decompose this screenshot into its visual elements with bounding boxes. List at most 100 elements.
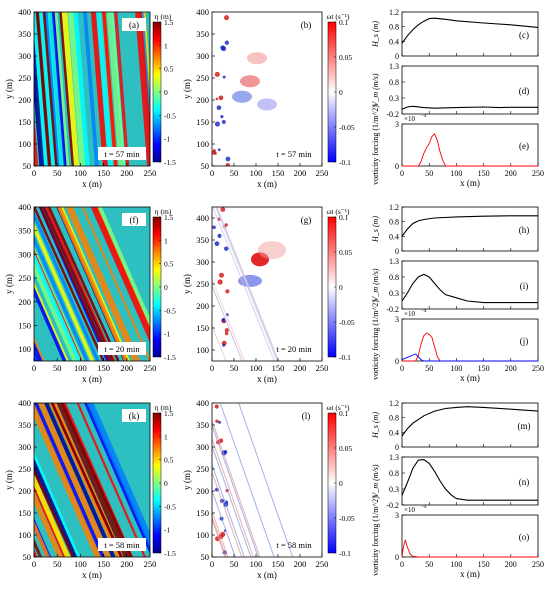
vf-exponent-power: -4	[422, 308, 427, 314]
vf-xlabel: x (m)	[460, 178, 480, 188]
vortex-spot	[217, 233, 222, 238]
vortex-spot	[216, 105, 222, 111]
vf-panel-label: (e)	[519, 141, 529, 151]
vorticity-streak	[212, 463, 245, 557]
eta-ytick-label: 200	[18, 297, 31, 307]
hs-ytick-label: 0.4	[389, 37, 399, 46]
vorticity-ytick-label: 400	[196, 398, 209, 408]
eta-xtick-label: 0	[32, 559, 36, 569]
vorticity-streak	[212, 444, 252, 557]
eta-crest	[34, 222, 95, 361]
eta-crest	[34, 458, 78, 557]
eta-ylabel: y (m)	[4, 79, 14, 99]
eta-colorbar-label: 0.5	[164, 456, 174, 465]
vortex-spot	[221, 46, 227, 52]
vorticity-streak	[215, 207, 279, 361]
hs-ytick-label: 0.4	[389, 428, 399, 437]
eta-crest	[76, 403, 147, 557]
hs-ytick-label: 0.8	[389, 23, 399, 32]
vorticity-colorbar-label: 0.1	[339, 409, 349, 418]
vorticity-streak	[212, 437, 254, 557]
vorticity-colorbar-label: -0.1	[339, 353, 351, 362]
vf-exponent-power: -4	[422, 504, 427, 510]
vortex-spot	[218, 95, 224, 101]
vm-axes	[401, 65, 539, 115]
vf-ytick-label: 3	[395, 120, 399, 129]
figure-row-1: 0 50 100 150 200 25050100150200250300350400x …	[4, 7, 544, 189]
vf-xtick-label: 250	[532, 560, 544, 569]
eta-colorbar-label: 1.5	[164, 213, 174, 222]
eta-ytick-label: 100	[18, 530, 31, 540]
eta-panel-label-box	[122, 409, 146, 422]
eta-ytick-label: 250	[18, 464, 31, 474]
vf-xlabel: x (m)	[460, 569, 480, 579]
vortex-patch	[258, 241, 286, 260]
vorticity-panel-label: (l)	[302, 411, 311, 421]
eta-ytick-label: 350	[18, 29, 31, 39]
vorticity-xtick-label: 200	[294, 168, 307, 178]
vorticity-xtick-label: 100	[250, 168, 263, 178]
vorticity-xtick-label: 50	[230, 363, 239, 373]
hs-ytick-label: 0	[395, 247, 399, 256]
eta-ytick-label: 350	[18, 226, 31, 236]
vortex-patch	[238, 274, 262, 287]
vorticity-time-label: t = 20 min	[276, 344, 312, 354]
hs-ylabel: H_s (m)	[371, 216, 380, 243]
vf-exponent: ×10	[404, 506, 415, 514]
vorticity-colorbar-label: 0	[339, 479, 343, 488]
eta-ytick-label: 300	[18, 51, 31, 61]
vorticity-streak	[215, 207, 278, 361]
vorticity-xtick-label: 50	[230, 168, 239, 178]
vorticity-streak	[212, 324, 227, 361]
eta-crest	[37, 12, 56, 166]
eta-crest	[60, 12, 80, 166]
eta-crest	[95, 12, 114, 166]
eta-ytick-label: 400	[18, 202, 31, 212]
hs-series-line	[401, 215, 538, 237]
vm-ytick-label: -0.2	[386, 501, 399, 510]
eta-ytick-label: 400	[18, 7, 31, 17]
vorticity-ytick-label: 200	[196, 95, 209, 105]
vf-xtick-label: 50	[425, 560, 433, 569]
hs-series-line	[401, 406, 539, 437]
vorticity-ytick-label: 100	[196, 345, 209, 355]
eta-panel-label: (a)	[129, 20, 139, 30]
vm-ytick-label: 1.3	[389, 257, 399, 266]
vf-xtick-label: 100	[450, 364, 462, 373]
vorticity-colorbar-label: -0.05	[339, 123, 355, 132]
vortex-spot	[215, 97, 219, 101]
eta-crest	[34, 520, 51, 557]
vortex-spot	[222, 75, 226, 79]
eta-ytick-label: 250	[18, 73, 31, 83]
eta-crest	[34, 235, 89, 361]
vorticity-colorbar-title: ωt (s⁻¹)	[326, 207, 350, 216]
eta-crest	[56, 207, 129, 361]
vf-axes	[401, 514, 539, 558]
eta-crest	[37, 403, 112, 557]
vorticity-ytick-label: 50	[201, 552, 210, 562]
vortex-spot	[221, 120, 226, 124]
eta-colorbar-title: η (m)	[155, 207, 172, 216]
vm-series-line	[401, 105, 538, 110]
vorticity-xtick-label: 250	[316, 168, 329, 178]
vorticity-background	[212, 403, 322, 557]
vorticity-ytick-label: 150	[196, 117, 209, 127]
eta-crest	[43, 12, 60, 166]
eta-colorbar-label: 0.5	[164, 260, 174, 269]
eta-crest	[34, 211, 100, 361]
vortex-spot	[220, 531, 226, 537]
eta-crest	[0, 398, 3, 562]
eta-xtick-label: 200	[120, 559, 133, 569]
vorticity-colorbar-title: ωt (s⁻¹)	[326, 12, 350, 21]
eta-ytick-label: 150	[18, 508, 31, 518]
vf-exponent: ×10	[404, 310, 415, 318]
vm-ylabel: V_m (m/s)	[371, 464, 380, 497]
vortex-spot	[220, 115, 224, 119]
vorticity-streak	[212, 470, 243, 557]
vortex-spot	[218, 420, 222, 424]
vorticity-ylabel: y (m)	[182, 79, 192, 99]
eta-colorbar-label: -1	[164, 526, 170, 535]
vf-panel-label: (o)	[519, 532, 530, 542]
